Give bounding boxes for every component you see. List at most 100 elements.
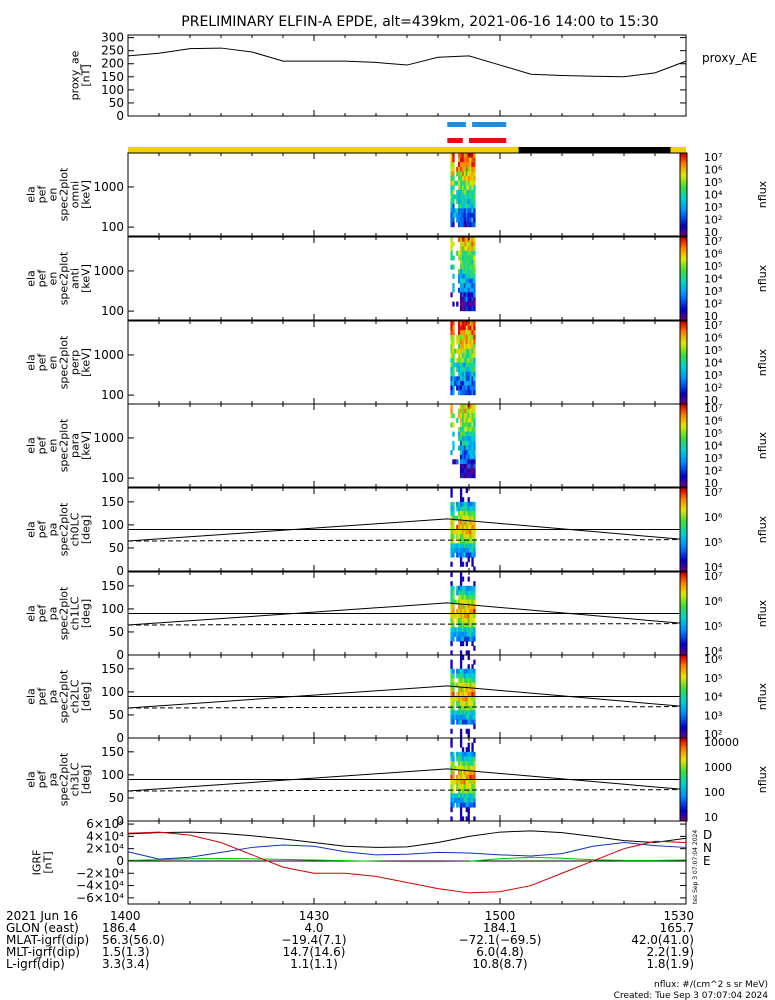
igrf-ytick-label: −2×10⁴ — [76, 866, 124, 880]
pa_ch3-cell — [452, 761, 455, 767]
pa_ch0-cell — [452, 529, 455, 535]
en_para-cell — [463, 404, 467, 410]
pa_ch0-cell — [459, 506, 463, 512]
en_perp-cell — [471, 367, 474, 373]
pa_ch1-cell — [452, 627, 455, 633]
pa_ch0-cell — [454, 543, 457, 549]
pa_ch2-cell — [459, 678, 463, 684]
en_para-cell — [469, 463, 472, 469]
pa_ch2-cell — [473, 719, 476, 725]
pa_ch3-cell — [450, 751, 453, 757]
en_perp-cell — [450, 376, 453, 382]
en_omni-cell — [450, 166, 453, 172]
pa_ch0-cell — [463, 524, 467, 530]
pa_ch0-ylabel-line: [deg] — [80, 515, 93, 544]
en_para-cell — [465, 413, 468, 419]
pa_ch1-cell — [471, 585, 474, 591]
en_omni-cell — [467, 171, 470, 177]
en_perp-cell — [454, 362, 457, 368]
pa_ch0-cell — [450, 524, 453, 530]
en_perp-cell — [459, 321, 463, 327]
en_anti-cbar-cell — [680, 257, 687, 261]
pa_ch2-cbar-cell — [680, 702, 687, 706]
en_para-cell — [459, 417, 463, 423]
pa_ch3-cell — [465, 756, 468, 762]
pa_ch3-cell — [450, 779, 453, 785]
en_para-cbar-cell — [680, 416, 687, 420]
en_anti-cell — [471, 241, 474, 247]
pa_ch3-cbar-tick: 1000 — [704, 761, 732, 774]
en_para-cbar-cell — [680, 453, 687, 457]
en_perp-cell — [458, 367, 461, 373]
pa_ch3-cell — [450, 774, 453, 780]
en_anti-ylabel-line: en — [47, 272, 60, 286]
en_perp-cell — [471, 362, 474, 368]
pa_ch0-cell — [473, 520, 476, 526]
pa_ch1-cell — [456, 608, 459, 614]
pa_ch1-cell — [473, 636, 476, 642]
pa_ch2-cell — [450, 701, 453, 707]
pa_ch0-cbar-cell — [680, 539, 687, 543]
en_anti-cell — [467, 292, 470, 298]
pa_ch1-cbar-cell — [680, 611, 687, 614]
en_para-cell — [459, 408, 463, 414]
pa_ch2-cell — [467, 728, 470, 734]
en_omni-cell — [463, 208, 467, 214]
en_perp-ytick-label: 100 — [101, 388, 124, 402]
pa_ch1-cell — [471, 618, 474, 624]
pa_ch3-cbar-cell — [680, 750, 687, 754]
pa_ch2-cell — [469, 696, 472, 702]
pa_ch0-cell — [458, 515, 461, 521]
en_omni-cell — [461, 222, 465, 228]
en_perp-cell — [461, 362, 465, 368]
en_omni-cell — [465, 171, 468, 177]
pa_ch0-cell — [458, 520, 461, 526]
pa_ch1-cell — [459, 581, 463, 587]
pa_ch3-cell — [467, 770, 470, 776]
en_para-cbar-cell — [680, 428, 687, 432]
en_omni-cell — [467, 180, 470, 186]
pa_ch2-cell — [467, 664, 470, 670]
ephemeris-label: 1500 — [485, 909, 516, 923]
pa_ch2-cell — [450, 710, 453, 716]
en_anti-cell — [471, 250, 474, 256]
ephemeris-mlt: 1.5(1.3) — [102, 945, 150, 959]
en_omni-cbar-cell — [680, 155, 687, 158]
pa_ch0-cbar-cell — [680, 546, 687, 549]
en_perp-cbar-cell — [680, 372, 687, 376]
pa_ch0-cell — [467, 543, 470, 549]
en_anti-cbar-cell — [680, 274, 687, 277]
pa_ch0-cell — [463, 506, 467, 512]
pa_ch3-cbar-cell — [680, 760, 687, 764]
en_para-cell — [467, 450, 470, 456]
pa_ch2-cbar-cell — [680, 671, 687, 675]
en_perp-cell — [469, 367, 472, 373]
en_omni-cbar-cell — [680, 211, 687, 214]
pa_ch3-ylabel-line: [deg] — [80, 765, 93, 794]
pa_ch2-cell — [465, 682, 468, 688]
en_anti-cell — [452, 241, 455, 247]
en_para-cell — [467, 440, 470, 446]
en_perp-cbar-cell — [680, 335, 687, 339]
pa_ch3-cell — [461, 747, 465, 753]
en_omni-cell — [458, 194, 461, 200]
pa_ch3-cell — [452, 751, 455, 757]
en_perp-cell — [459, 371, 463, 377]
en_omni-cell — [450, 157, 453, 163]
pa_ch1-cell — [459, 595, 463, 601]
en_para-cell — [461, 450, 465, 456]
pa_ch2-cell — [456, 719, 459, 725]
en_omni-cbar-cell — [680, 184, 687, 187]
en_perp-cbar-cell — [680, 377, 687, 380]
en_anti-cbar-cell — [680, 253, 687, 257]
pa_ch2-cell — [471, 691, 474, 697]
pa_ch0-cell — [461, 515, 465, 521]
en_para-cbar-cell — [680, 439, 687, 442]
en_anti-cell — [463, 255, 467, 261]
pa_ch2-cell — [458, 710, 461, 716]
pa_ch0-cbar-cell — [680, 510, 687, 514]
en_omni-cell — [469, 222, 472, 228]
pa_ch0-cell — [461, 543, 465, 549]
pa_ch3-cbar-cell — [680, 804, 687, 807]
en_omni-cell — [459, 203, 463, 209]
